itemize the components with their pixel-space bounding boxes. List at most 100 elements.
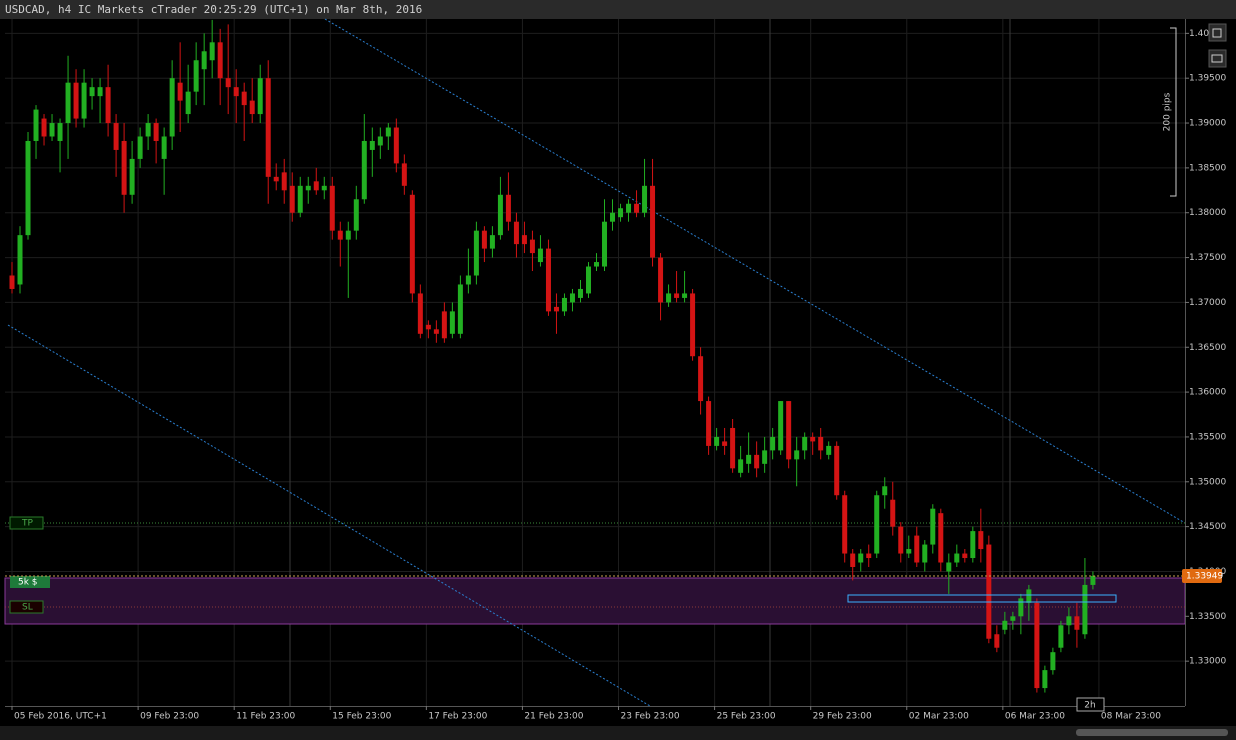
current-price-tag bbox=[1182, 569, 1222, 584]
candle-body bbox=[401, 163, 407, 186]
candle-body bbox=[417, 293, 423, 334]
candle-body bbox=[377, 136, 383, 146]
candle-body bbox=[786, 401, 792, 460]
candle-body bbox=[145, 123, 151, 137]
candle-body bbox=[289, 185, 295, 213]
candle-body bbox=[994, 634, 1000, 648]
position-tag[interactable] bbox=[10, 576, 50, 588]
candle-body bbox=[273, 176, 279, 182]
candle-body bbox=[489, 235, 495, 249]
candle-body bbox=[650, 185, 656, 258]
current-price-label: 1.33949 bbox=[1186, 572, 1223, 582]
candle-body bbox=[618, 208, 624, 218]
candle-body bbox=[730, 427, 736, 469]
candle-body bbox=[858, 553, 864, 563]
candle-body bbox=[577, 288, 583, 298]
candle-body bbox=[834, 445, 840, 496]
candle-body bbox=[1042, 670, 1048, 689]
timeframe-label: 2h bbox=[1084, 701, 1095, 711]
candle-body bbox=[33, 109, 39, 141]
candle-body bbox=[898, 526, 904, 554]
candle-body bbox=[1074, 616, 1080, 630]
candle-body bbox=[754, 454, 760, 469]
candle-body bbox=[674, 293, 680, 298]
candle-body bbox=[369, 140, 375, 150]
candle-body bbox=[706, 401, 712, 446]
position-zone[interactable] bbox=[4, 577, 1186, 625]
candle-body bbox=[738, 459, 744, 473]
button-popout[interactable] bbox=[1208, 23, 1227, 42]
candle-body bbox=[658, 257, 664, 303]
button-screenshot[interactable] bbox=[1208, 49, 1227, 68]
sl-tag[interactable] bbox=[9, 600, 44, 614]
candle-body bbox=[81, 82, 87, 119]
candle-body bbox=[393, 127, 399, 164]
candle-body bbox=[818, 436, 824, 451]
candle-body bbox=[25, 140, 31, 236]
candle-body bbox=[161, 136, 167, 159]
candle-body bbox=[802, 436, 808, 451]
candle-body bbox=[946, 562, 952, 572]
candle-body bbox=[537, 248, 543, 263]
candle-body bbox=[249, 100, 255, 115]
y-tick-label: 1.40 bbox=[1189, 29, 1209, 39]
candle-body bbox=[497, 194, 503, 236]
candle-body bbox=[105, 87, 111, 124]
candle-body bbox=[9, 275, 15, 289]
candle-body bbox=[241, 91, 247, 106]
candle-body bbox=[265, 78, 271, 177]
candle-body bbox=[914, 535, 920, 563]
candle-body bbox=[225, 78, 231, 88]
selection-rect[interactable] bbox=[847, 594, 1117, 603]
candle-body bbox=[698, 356, 704, 402]
y-tick-label: 1.33000 bbox=[1189, 657, 1226, 667]
candle-body bbox=[281, 172, 287, 191]
candle-body bbox=[794, 450, 800, 460]
tp-tag[interactable] bbox=[9, 516, 44, 530]
candle-body bbox=[634, 203, 640, 213]
candle-body bbox=[626, 203, 632, 213]
candle-body bbox=[930, 508, 936, 545]
candle-body bbox=[746, 454, 752, 464]
candle-body bbox=[57, 123, 63, 141]
header-bar bbox=[0, 0, 1236, 19]
candle-body bbox=[457, 284, 463, 334]
candle-body bbox=[545, 248, 551, 312]
trend-line[interactable] bbox=[7, 324, 651, 707]
y-tick-label: 1.37500 bbox=[1189, 253, 1226, 263]
candle-body bbox=[561, 297, 567, 312]
candle-body bbox=[345, 230, 351, 240]
candle-body bbox=[201, 51, 207, 70]
candle-body bbox=[185, 91, 191, 115]
x-tick-label: 08 Mar 23:00 bbox=[1101, 712, 1161, 722]
y-tick-label: 1.36500 bbox=[1189, 343, 1226, 353]
x-tick-label: 25 Feb 23:00 bbox=[717, 712, 776, 722]
candle-body bbox=[610, 212, 616, 222]
x-tick-label: 23 Feb 23:00 bbox=[621, 712, 680, 722]
candle-body bbox=[922, 544, 928, 563]
candle-body bbox=[153, 123, 159, 141]
candle-body bbox=[529, 239, 535, 254]
y-tick-label: 1.38500 bbox=[1189, 163, 1226, 173]
candle-body bbox=[1066, 616, 1072, 626]
candle-body bbox=[642, 185, 648, 213]
scrollbar-thumb[interactable] bbox=[1076, 729, 1228, 736]
candle-body bbox=[329, 185, 335, 231]
candle-body bbox=[521, 235, 527, 245]
y-tick-label: 1.35500 bbox=[1189, 432, 1226, 442]
candle-body bbox=[385, 127, 391, 137]
x-tick-label: 17 Feb 23:00 bbox=[428, 712, 487, 722]
icon bbox=[1212, 28, 1222, 38]
candle-body bbox=[874, 495, 880, 554]
candle-body bbox=[1090, 575, 1096, 585]
candle-body bbox=[722, 441, 728, 446]
candle-body bbox=[409, 194, 415, 294]
candle-body bbox=[682, 293, 688, 298]
candle-body bbox=[473, 230, 479, 276]
range-label: 200 pips bbox=[1163, 92, 1173, 131]
candle-body bbox=[882, 486, 888, 496]
candle-body bbox=[313, 181, 319, 191]
candle-body bbox=[1082, 584, 1088, 635]
x-tick-label: 06 Mar 23:00 bbox=[1005, 712, 1065, 722]
